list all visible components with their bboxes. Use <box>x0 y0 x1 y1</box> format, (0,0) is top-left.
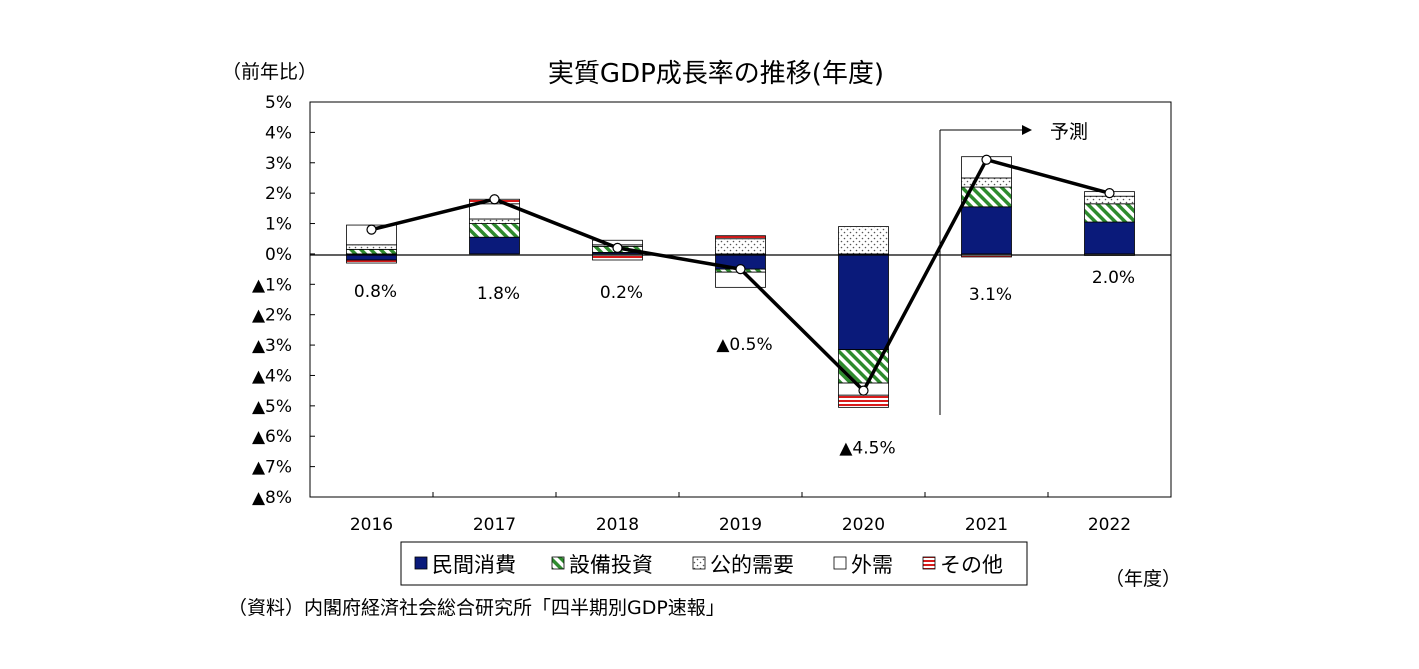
data-label-2020: ▲4.5% <box>839 439 895 459</box>
data-label-2017: 1.8% <box>477 284 520 304</box>
bar-public-2019 <box>715 238 766 255</box>
bar-public-2017 <box>469 218 520 224</box>
y-tick-label: 5% <box>265 93 292 113</box>
y-tick-label: 4% <box>265 123 292 143</box>
x-axis: 2016 2017 2018 2019 2020 2021 2022 <box>350 492 1131 535</box>
forecast-arrow-head <box>1022 125 1032 135</box>
legend-swatch-other <box>922 556 936 570</box>
gdp-point-2021 <box>981 154 992 165</box>
y-axis-unit-label: （前年比） <box>222 61 317 83</box>
data-label-2022: 2.0% <box>1092 268 1135 288</box>
forecast-marker: 予測 <box>939 121 1088 415</box>
y-tick-label: ▲7% <box>252 458 292 478</box>
legend-label-consumption: 民間消費 <box>432 553 516 577</box>
x-tick-label: 2020 <box>842 515 885 535</box>
legend-swatch-external <box>833 556 847 570</box>
y-tick-label: ▲5% <box>252 397 292 417</box>
gdp-growth-line <box>366 154 1115 396</box>
y-tick-label: ▲8% <box>252 488 292 508</box>
y-tick-label: ▲1% <box>252 275 292 295</box>
gdp-point-2016 <box>366 224 377 235</box>
bar-investment-2017 <box>469 223 520 238</box>
legend-label-investment: 設備投資 <box>569 553 653 577</box>
gdp-point-2020 <box>858 385 869 396</box>
bar-other-2020 <box>838 394 889 408</box>
x-tick-label: 2016 <box>350 515 393 535</box>
y-tick-label: ▲2% <box>252 306 292 326</box>
plot-area-frame <box>309 101 1172 498</box>
legend-label-public: 公的需要 <box>710 553 794 577</box>
bar-public-2021 <box>961 177 1012 188</box>
data-label-2016: 0.8% <box>354 282 397 302</box>
gdp-point-2022 <box>1104 188 1115 199</box>
bar-other-2018 <box>592 253 643 261</box>
bar-consumption-2021 <box>961 206 1012 255</box>
chart-title: 実質GDP成長率の推移(年度) <box>548 59 884 89</box>
bar-public-2016 <box>346 244 397 250</box>
bar-other-2016 <box>346 259 397 264</box>
bar-investment-2020 <box>838 349 889 384</box>
data-label-2021: 3.1% <box>969 285 1012 305</box>
bar-consumption-2022 <box>1084 221 1135 255</box>
x-tick-label: 2019 <box>719 515 762 535</box>
x-tick-label: 2017 <box>473 515 516 535</box>
bar-investment-2022 <box>1084 203 1135 223</box>
data-labels: 0.8% 1.8% 0.2% ▲0.5% ▲4.5% 3.1% 2.0% <box>354 268 1135 459</box>
data-label-2019: ▲0.5% <box>716 335 772 355</box>
y-tick-label: 0% <box>265 245 292 265</box>
bar-consumption-2017 <box>469 236 520 255</box>
x-tick-label: 2018 <box>596 515 639 535</box>
gdp-point-2019 <box>735 264 746 275</box>
legend-swatch-public <box>692 556 706 570</box>
bar-public-2020 <box>838 226 889 255</box>
y-tick-label: ▲3% <box>252 336 292 356</box>
bar-investment-2016 <box>346 248 397 255</box>
data-label-2018: 0.2% <box>600 283 643 303</box>
source-note: （資料）内閣府経済社会総合研究所「四半期別GDP速報」 <box>228 597 725 619</box>
y-tick-label: ▲6% <box>252 427 292 447</box>
legend: 民間消費 設備投資 公的需要 外需 その他 <box>400 541 1028 586</box>
legend-swatch-investment <box>551 556 565 570</box>
x-tick-label: 2022 <box>1088 515 1131 535</box>
bar-consumption-2020 <box>838 253 889 351</box>
legend-label-external: 外需 <box>851 553 893 577</box>
legend-label-other: その他 <box>940 553 1003 577</box>
x-tick-label: 2021 <box>965 515 1008 535</box>
y-axis: 5% 4% 3% 2% 1% 0% ▲1% ▲2% ▲3% ▲4% ▲5% ▲6% ▲7% ▲8% <box>252 93 315 508</box>
legend-swatch-consumption <box>414 556 428 570</box>
x-axis-unit-label: （年度） <box>1105 568 1181 590</box>
gdp-point-2017 <box>489 194 500 205</box>
y-tick-label: 3% <box>265 154 292 174</box>
gdp-point-2018 <box>612 242 623 253</box>
bar-other-2019 <box>715 235 766 240</box>
y-tick-label: 1% <box>265 215 292 235</box>
forecast-label: 予測 <box>1050 121 1088 143</box>
stacked-bars <box>346 156 1135 408</box>
y-tick-label: ▲4% <box>252 366 292 386</box>
y-tick-label: 2% <box>265 184 292 204</box>
